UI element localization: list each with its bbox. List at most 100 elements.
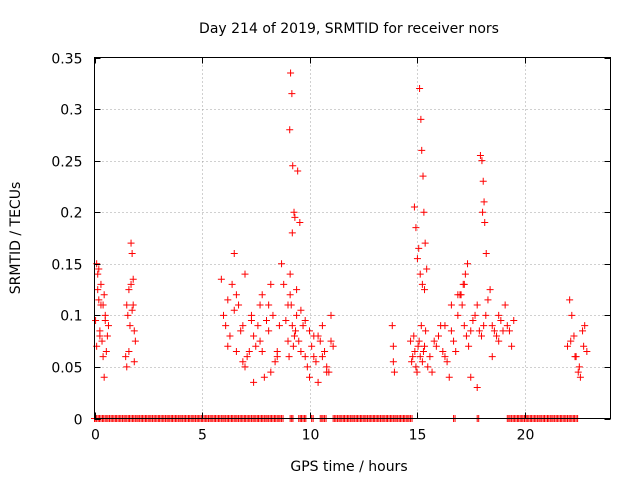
data-point [415,244,423,252]
data-point [567,337,575,345]
data-point [282,317,290,325]
data-point [501,301,509,309]
data-point [310,353,318,361]
data-point [275,322,283,330]
data-point [287,69,295,77]
data-point [493,332,501,340]
data-point [256,337,264,345]
data-point [323,368,331,376]
data-point [254,322,262,330]
data-point [447,327,455,335]
x-axis-label: GPS time / hours [290,459,407,475]
data-point [99,301,107,309]
plot-area-frame [94,57,611,419]
x-tick-label: 20 [517,428,535,444]
data-point [250,332,258,340]
data-point [123,301,131,309]
data-point [482,249,490,257]
data-point [417,322,425,330]
data-point [409,353,417,361]
data-point [104,322,112,330]
data-point [239,322,247,330]
data-point [224,342,232,350]
data-point [292,327,300,335]
data-point [413,368,421,376]
data-point [321,347,329,355]
data-point [580,342,588,350]
data-point [454,291,462,299]
data-point [303,363,311,371]
data-point [576,373,584,381]
data-point [480,198,488,206]
data-point [469,317,477,325]
data-point [260,373,268,381]
data-point [430,337,438,345]
data-point [583,347,591,355]
data-point [441,322,449,330]
data-point [450,337,458,345]
data-point [95,296,103,304]
data-point [301,317,309,325]
data-point [388,322,396,330]
data-point [473,301,481,309]
data-point [428,368,436,376]
data-point [301,353,309,361]
data-point [122,353,130,361]
data-point [579,327,587,335]
data-point [416,353,424,361]
data-point [97,280,105,288]
data-point [441,353,449,361]
data-point [226,332,234,340]
data-point [289,162,297,170]
data-point [424,363,432,371]
data-point [267,280,275,288]
data-point [486,286,494,294]
data-point [389,342,397,350]
data-point [267,368,275,376]
data-point [416,270,424,278]
data-point [103,332,111,340]
x-tick-label: 15 [409,428,427,444]
data-point [327,337,335,345]
data-point [503,322,511,330]
data-point [508,342,516,350]
data-point [131,337,139,345]
data-point [128,249,136,257]
data-point [306,373,313,381]
data-points [91,69,591,422]
data-point [222,322,230,330]
data-point [290,332,298,340]
data-point [408,358,416,366]
data-point [289,342,297,350]
data-point [329,342,337,350]
data-point [505,327,513,335]
data-point [454,311,462,319]
data-point [499,327,507,335]
data-point [297,347,305,355]
data-point [482,311,490,319]
data-point [125,347,133,355]
data-point [128,306,136,314]
data-point [422,327,430,335]
data-point [263,317,270,325]
data-point [306,327,313,335]
data-point [286,126,294,134]
data-point [293,311,301,319]
data-point [247,317,255,325]
data-point [415,337,423,345]
data-point [419,347,427,355]
data-point [410,203,418,211]
data-point [389,358,397,366]
data-point [280,280,288,288]
data-point [421,342,429,350]
data-point [245,347,253,355]
data-point [452,347,460,355]
data-point [465,342,473,350]
data-point [99,353,107,361]
y-tick-label: 0.05 [51,361,82,377]
data-point [295,337,303,345]
data-point [417,115,425,123]
data-point [100,291,108,299]
data-point [488,353,496,361]
x-tick-label: 10 [302,428,320,444]
